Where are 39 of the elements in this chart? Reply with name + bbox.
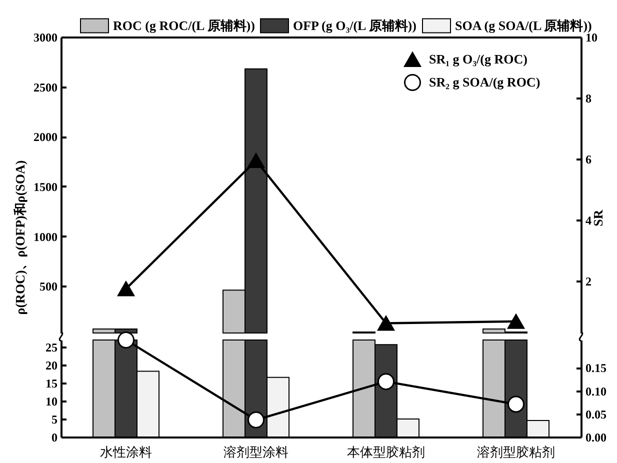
legend-label: ROC (g ROC/(L 原辅料)) (113, 18, 255, 33)
y-tick-label: 2000 (34, 130, 58, 144)
y-tick-label: 5 (52, 412, 58, 427)
y2-tick-label: 2 (586, 274, 592, 289)
y2-tick-label: 6 (586, 152, 592, 167)
y-tick-label: 500 (40, 280, 58, 294)
x-tick-label: 水性涂料 (100, 444, 152, 460)
legend-label: OFP (g O₃/(L 原辅料)) (293, 18, 416, 33)
y2-tick-label: 0.00 (586, 430, 606, 444)
y-tick-label: 25 (46, 340, 58, 355)
y-axis-title: ρ(ROC)、ρ(OFP)和ρ(SOA) (12, 160, 28, 315)
point (118, 332, 134, 348)
point (508, 396, 524, 413)
y-tick-label: 20 (46, 358, 58, 373)
point (248, 153, 264, 168)
legend-label: SR₂ g SOA/(g ROC) (429, 74, 540, 90)
x-tick-label: 本体型胶粘剂 (347, 444, 425, 460)
y-tick-label: 15 (46, 376, 58, 391)
x-tick-label: 溶剂型胶粘剂 (476, 444, 555, 460)
y2-tick-label: 0.05 (586, 407, 606, 422)
y2-tick-label: 0.10 (586, 384, 606, 398)
legend-label: SOA (g SOA/(L 原辅料)) (455, 18, 592, 33)
x-tick-label: 溶剂型涂料 (224, 444, 288, 460)
y-tick-label: 1500 (34, 180, 58, 194)
point (248, 411, 264, 428)
point (508, 314, 524, 329)
point (378, 316, 394, 331)
y-tick-label: 1000 (34, 230, 58, 244)
y-tick-label: 10 (46, 394, 58, 409)
point (378, 373, 394, 390)
y-tick-label: 0 (52, 430, 58, 444)
y-tick-label: 2500 (34, 80, 58, 94)
y2-tick-label: 0.15 (586, 361, 606, 376)
y2-axis-title: SR (590, 209, 606, 226)
y2-tick-label: 4 (586, 214, 592, 228)
legend-label: SR₁ g O₃/(g ROC) (429, 52, 528, 66)
point (118, 281, 134, 296)
y-tick-label: 3000 (34, 30, 58, 44)
y2-tick-label: 8 (586, 92, 592, 106)
